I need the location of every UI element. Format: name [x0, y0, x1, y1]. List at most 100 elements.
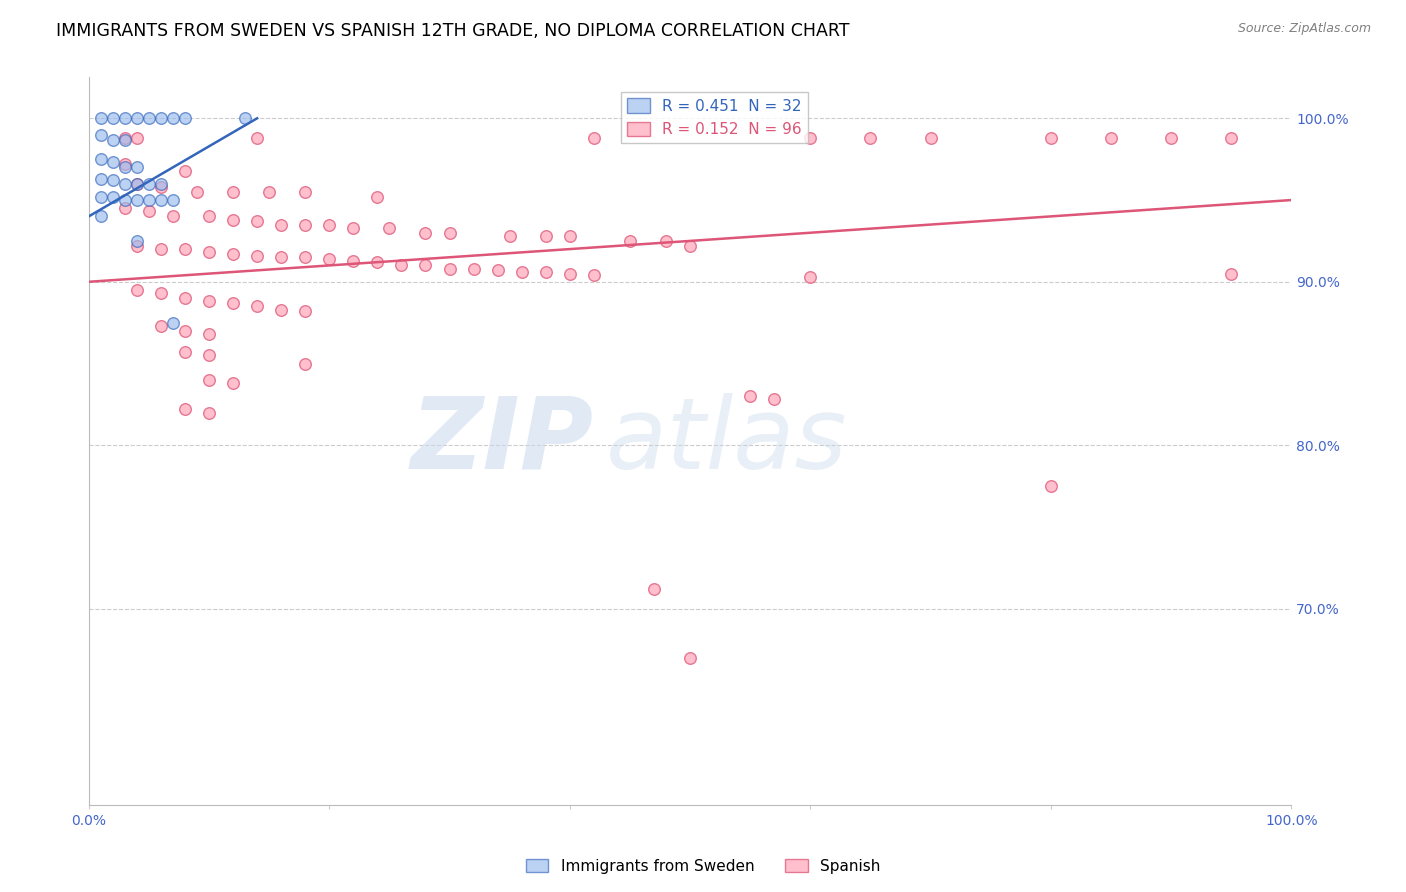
Spanish — [342, 220, 364, 235]
Immigrants from Sweden — [90, 152, 112, 166]
Immigrants from Sweden — [162, 112, 184, 126]
Spanish — [114, 157, 136, 171]
Spanish — [655, 234, 678, 248]
Spanish — [174, 163, 197, 178]
Spanish — [174, 324, 197, 338]
Spanish — [162, 210, 184, 224]
Immigrants from Sweden — [90, 128, 112, 142]
Text: ZIP: ZIP — [411, 392, 593, 490]
Spanish — [270, 250, 292, 264]
Spanish — [186, 185, 208, 199]
Spanish — [679, 650, 702, 665]
Spanish — [763, 392, 786, 407]
Spanish — [222, 247, 245, 261]
Spanish — [198, 294, 221, 309]
Immigrants from Sweden — [162, 316, 184, 330]
Spanish — [439, 226, 461, 240]
Immigrants from Sweden — [125, 193, 148, 207]
Immigrants from Sweden — [125, 177, 148, 191]
Immigrants from Sweden — [114, 193, 136, 207]
Spanish — [174, 402, 197, 417]
Immigrants from Sweden — [138, 193, 160, 207]
Spanish — [378, 220, 401, 235]
Immigrants from Sweden — [101, 190, 124, 204]
Immigrants from Sweden — [125, 112, 148, 126]
Spanish — [534, 229, 557, 244]
Spanish — [582, 268, 605, 283]
Spanish — [270, 302, 292, 317]
Spanish — [198, 327, 221, 342]
Spanish — [198, 210, 221, 224]
Immigrants from Sweden — [90, 190, 112, 204]
Spanish — [679, 239, 702, 253]
Spanish — [1220, 131, 1243, 145]
Spanish — [799, 131, 821, 145]
Spanish — [198, 406, 221, 420]
Spanish — [198, 245, 221, 260]
Spanish — [246, 249, 269, 263]
Spanish — [222, 212, 245, 227]
Spanish — [149, 318, 172, 333]
Spanish — [582, 131, 605, 145]
Spanish — [222, 296, 245, 310]
Spanish — [246, 299, 269, 313]
Spanish — [439, 261, 461, 276]
Spanish — [920, 131, 942, 145]
Spanish — [198, 348, 221, 362]
Immigrants from Sweden — [233, 112, 256, 126]
Spanish — [174, 291, 197, 305]
Spanish — [859, 131, 882, 145]
Spanish — [534, 265, 557, 279]
Spanish — [1099, 131, 1122, 145]
Immigrants from Sweden — [114, 112, 136, 126]
Spanish — [799, 269, 821, 284]
Spanish — [125, 177, 148, 191]
Text: atlas: atlas — [606, 392, 848, 490]
Spanish — [342, 253, 364, 268]
Spanish — [463, 261, 485, 276]
Spanish — [415, 226, 437, 240]
Spanish — [114, 131, 136, 145]
Spanish — [1039, 131, 1062, 145]
Immigrants from Sweden — [101, 132, 124, 146]
Immigrants from Sweden — [114, 177, 136, 191]
Spanish — [149, 286, 172, 301]
Spanish — [558, 267, 581, 281]
Immigrants from Sweden — [90, 210, 112, 224]
Spanish — [198, 373, 221, 387]
Immigrants from Sweden — [149, 193, 172, 207]
Immigrants from Sweden — [90, 112, 112, 126]
Immigrants from Sweden — [101, 112, 124, 126]
Spanish — [270, 218, 292, 232]
Spanish — [486, 263, 509, 277]
Spanish — [643, 582, 665, 596]
Immigrants from Sweden — [174, 112, 197, 126]
Immigrants from Sweden — [114, 161, 136, 175]
Spanish — [294, 250, 316, 264]
Spanish — [246, 131, 269, 145]
Immigrants from Sweden — [101, 155, 124, 169]
Spanish — [1039, 479, 1062, 493]
Spanish — [125, 239, 148, 253]
Immigrants from Sweden — [101, 173, 124, 187]
Spanish — [318, 252, 340, 266]
Spanish — [498, 229, 520, 244]
Immigrants from Sweden — [138, 112, 160, 126]
Spanish — [174, 345, 197, 359]
Spanish — [174, 242, 197, 256]
Immigrants from Sweden — [114, 132, 136, 146]
Spanish — [391, 259, 413, 273]
Immigrants from Sweden — [125, 234, 148, 248]
Immigrants from Sweden — [162, 193, 184, 207]
Spanish — [125, 283, 148, 297]
Immigrants from Sweden — [90, 171, 112, 186]
Spanish — [294, 218, 316, 232]
Immigrants from Sweden — [149, 177, 172, 191]
Spanish — [294, 185, 316, 199]
Spanish — [740, 389, 762, 403]
Spanish — [415, 259, 437, 273]
Immigrants from Sweden — [125, 161, 148, 175]
Spanish — [222, 376, 245, 391]
Spanish — [114, 201, 136, 215]
Spanish — [366, 190, 388, 204]
